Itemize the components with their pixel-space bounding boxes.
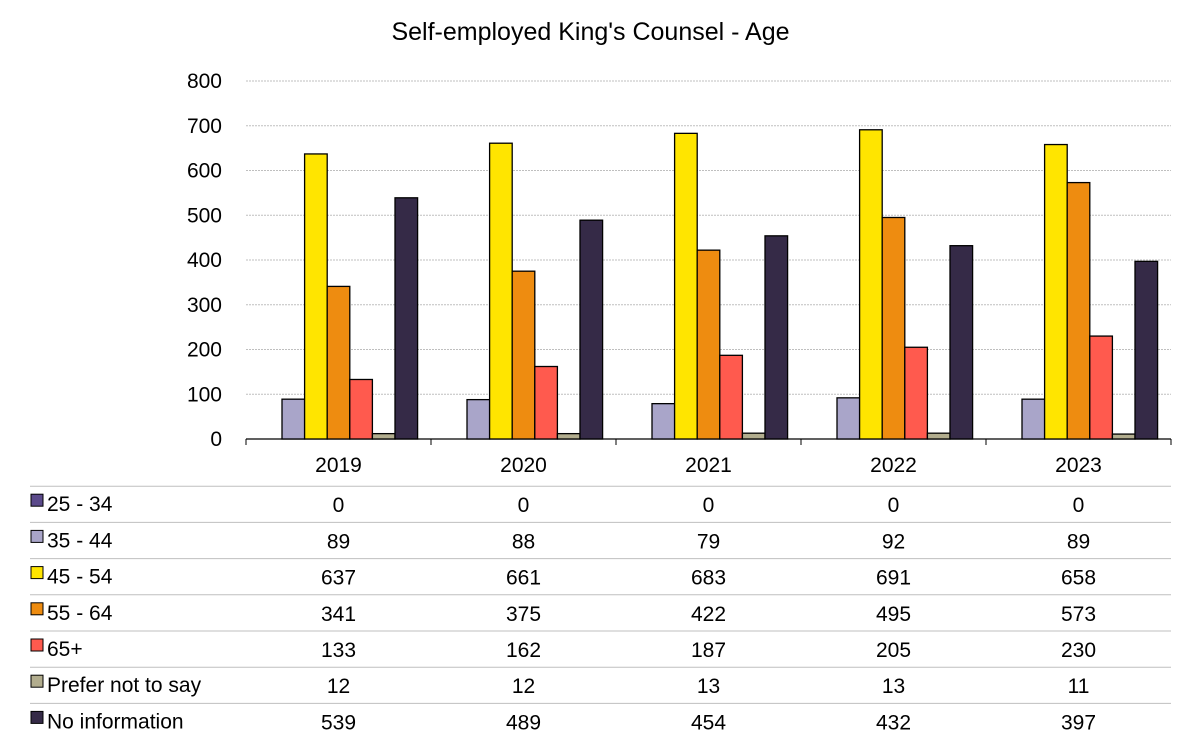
bar-no-information-2020 bbox=[579, 219, 604, 440]
table-cell: 0 bbox=[703, 494, 715, 517]
table-cell: 11 bbox=[1068, 675, 1090, 698]
bar-65--2023 bbox=[1089, 335, 1114, 440]
category-label: 2021 bbox=[685, 454, 732, 477]
table-cell: 13 bbox=[882, 675, 905, 698]
bar-55-64-2020 bbox=[511, 270, 536, 440]
y-tick-label: 600 bbox=[187, 160, 222, 183]
y-axis-ticks: 0 100 200 300 400 500 600 700 800 bbox=[187, 70, 222, 451]
table-cell: 397 bbox=[1061, 711, 1096, 734]
y-tick-label: 400 bbox=[187, 249, 222, 272]
table-cell: 539 bbox=[321, 711, 356, 734]
y-tick-label: 100 bbox=[187, 383, 222, 406]
table-cell: 658 bbox=[1061, 567, 1096, 590]
table-cell: 0 bbox=[888, 494, 900, 517]
table-cell: 13 bbox=[697, 675, 720, 698]
table-cell: 0 bbox=[1073, 494, 1085, 517]
category-label: 2020 bbox=[500, 454, 547, 477]
legend-swatch bbox=[30, 566, 44, 580]
table-cell: 661 bbox=[506, 567, 541, 590]
bar-55-64-2022 bbox=[881, 216, 906, 440]
table-cell: 92 bbox=[882, 530, 905, 553]
category-label: 2023 bbox=[1055, 454, 1102, 477]
table-cell: 79 bbox=[697, 530, 720, 553]
bar-no-information-2022 bbox=[949, 245, 974, 440]
chart-title: Self-employed King's Counsel - Age bbox=[391, 18, 790, 46]
bar-35-44-2022 bbox=[836, 397, 861, 440]
table-cell: 230 bbox=[1061, 639, 1096, 662]
category-label: 2022 bbox=[870, 454, 917, 477]
bar-45-54-2021 bbox=[673, 132, 698, 440]
table-cell: 12 bbox=[327, 675, 350, 698]
bar-prefer-not-to-say-2021 bbox=[741, 432, 766, 440]
table-cell: 495 bbox=[876, 603, 911, 626]
y-tick-label: 200 bbox=[187, 339, 222, 362]
bar-55-64-2019 bbox=[326, 285, 351, 440]
bar-45-54-2020 bbox=[488, 142, 513, 440]
legend-swatch bbox=[30, 710, 44, 724]
table-cell: 422 bbox=[691, 603, 726, 626]
legend-swatch bbox=[30, 638, 44, 652]
bar-45-54-2019 bbox=[303, 153, 328, 440]
y-tick-label: 0 bbox=[210, 428, 222, 451]
series-label: No information bbox=[47, 710, 184, 733]
bar-35-44-2020 bbox=[466, 398, 491, 440]
data-table: 2019 2020 2021 2022 2023 25 - 34 0 0 0 0 0 35 - 44 8… bbox=[30, 439, 1172, 734]
bar-55-64-2021 bbox=[696, 249, 721, 440]
bar-65--2022 bbox=[904, 346, 929, 440]
bar-65--2019 bbox=[349, 378, 374, 440]
bar-55-64-2023 bbox=[1066, 181, 1091, 440]
y-tick-label: 500 bbox=[187, 204, 222, 227]
bar-65--2021 bbox=[719, 354, 744, 440]
table-cell: 205 bbox=[876, 639, 911, 662]
series-label: 45 - 54 bbox=[47, 566, 113, 589]
legend-swatch bbox=[30, 529, 44, 543]
table-cell: 89 bbox=[327, 530, 350, 553]
table-cell: 375 bbox=[506, 603, 541, 626]
table-cell: 573 bbox=[1061, 603, 1096, 626]
bar-prefer-not-to-say-2022 bbox=[926, 432, 951, 440]
legend-swatch bbox=[30, 674, 44, 688]
table-cell: 432 bbox=[876, 711, 911, 734]
y-tick-label: 700 bbox=[187, 115, 222, 138]
y-tick-label: 800 bbox=[187, 70, 222, 93]
table-cell: 691 bbox=[876, 567, 911, 590]
table-cell: 12 bbox=[512, 675, 535, 698]
table-cell: 489 bbox=[506, 711, 541, 734]
bar-45-54-2022 bbox=[858, 129, 883, 440]
table-cell: 187 bbox=[691, 639, 726, 662]
table-cell: 133 bbox=[321, 639, 356, 662]
series-label: 25 - 34 bbox=[47, 493, 113, 516]
table-cell: 683 bbox=[691, 567, 726, 590]
bar-prefer-not-to-say-2019 bbox=[371, 432, 396, 440]
bars bbox=[281, 129, 1159, 440]
bar-prefer-not-to-say-2020 bbox=[556, 432, 581, 440]
table-cell: 637 bbox=[321, 567, 356, 590]
bar-35-44-2021 bbox=[651, 402, 676, 440]
table-cell: 162 bbox=[506, 639, 541, 662]
table-cell: 454 bbox=[691, 711, 726, 734]
table-cell: 0 bbox=[518, 494, 530, 517]
bar-no-information-2019 bbox=[394, 197, 419, 440]
series-label: 65+ bbox=[47, 638, 83, 661]
table-cell: 88 bbox=[512, 530, 535, 553]
y-tick-label: 300 bbox=[187, 294, 222, 317]
table-cell: 89 bbox=[1067, 530, 1090, 553]
legend-swatch bbox=[30, 493, 44, 507]
bar-no-information-2023 bbox=[1134, 260, 1159, 440]
bar-no-information-2021 bbox=[764, 235, 789, 440]
series-label: Prefer not to say bbox=[47, 674, 202, 697]
bar-35-44-2023 bbox=[1021, 398, 1046, 440]
bar-prefer-not-to-say-2023 bbox=[1111, 433, 1136, 440]
bar-45-54-2023 bbox=[1043, 143, 1068, 440]
legend-swatch bbox=[30, 602, 44, 616]
table-cell: 0 bbox=[333, 494, 345, 517]
bar-65--2020 bbox=[534, 365, 559, 440]
bar-35-44-2019 bbox=[281, 398, 306, 440]
category-label: 2019 bbox=[315, 454, 362, 477]
series-label: 55 - 64 bbox=[47, 602, 113, 625]
series-label: 35 - 44 bbox=[47, 529, 113, 552]
table-cell: 341 bbox=[321, 603, 356, 626]
